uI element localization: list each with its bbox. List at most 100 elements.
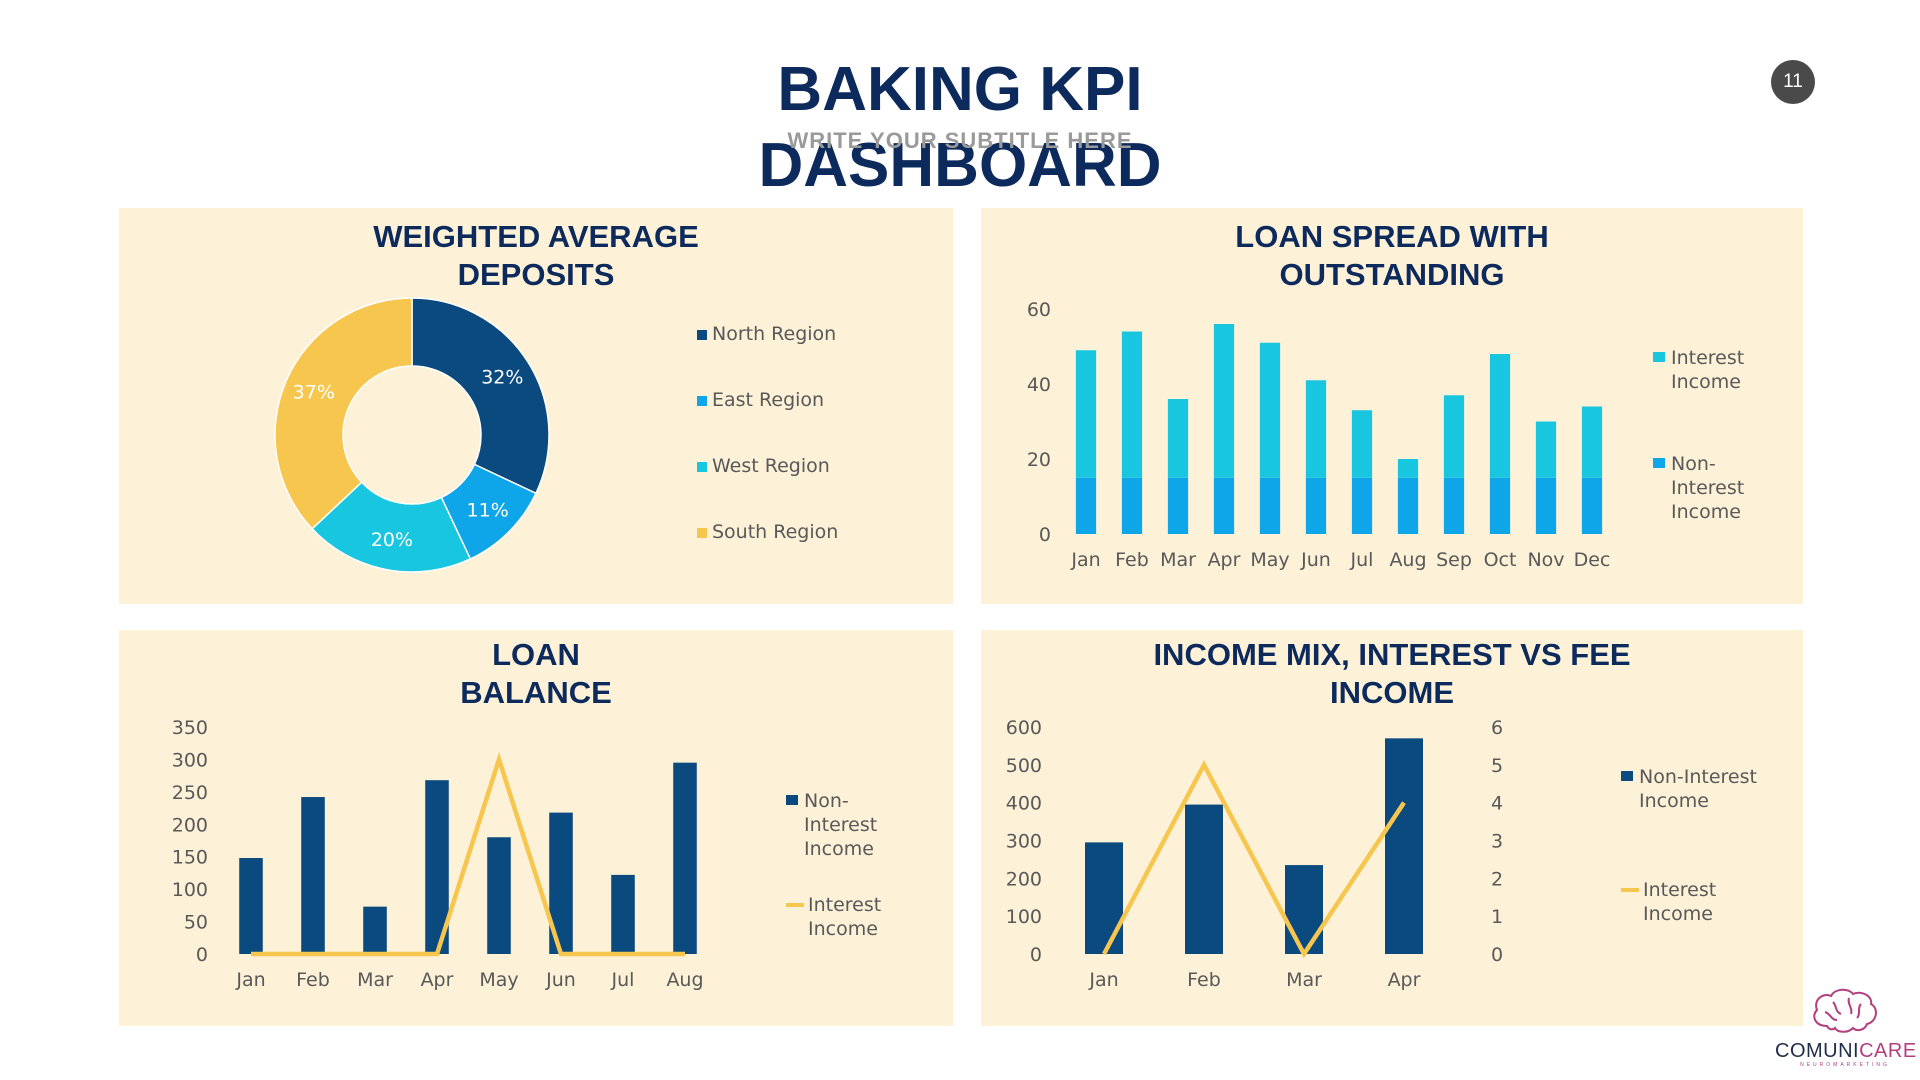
panel-loan-balance: LOAN BALANCE 0 50 100 150 200 250 300 350 Jan Feb… bbox=[119, 630, 953, 1026]
y-tick-label: 300 bbox=[1006, 831, 1042, 853]
bar bbox=[425, 780, 449, 954]
x-tick-label: Mar bbox=[1160, 549, 1196, 571]
legend-label: West Region bbox=[712, 455, 830, 477]
y2-tick-label: 3 bbox=[1491, 831, 1503, 853]
legend-swatch bbox=[1653, 458, 1665, 468]
legend-label: Non-Interest bbox=[1639, 766, 1757, 788]
donut-slice bbox=[311, 481, 472, 573]
bar bbox=[1351, 410, 1373, 478]
legend-label: Interest bbox=[1671, 477, 1744, 499]
x-tick-label: Apr bbox=[1208, 549, 1241, 571]
x-tick-label: Jul bbox=[611, 969, 635, 991]
chart-title-income-mix: INCOME MIX, INTEREST VS FEE INCOME bbox=[1153, 637, 1631, 710]
y-tick-label: 40 bbox=[1027, 374, 1051, 396]
chart-title-loan-balance: LOAN BALANCE bbox=[460, 637, 612, 710]
brain-icon bbox=[1813, 988, 1877, 1033]
legend-label: Income bbox=[1671, 371, 1741, 393]
donut-slice bbox=[411, 297, 550, 495]
donut-chart-deposits: 32% 11% 20% 37% North Region East Region West … bbox=[274, 297, 838, 573]
y-tick-label: 150 bbox=[172, 847, 208, 869]
legend-swatch bbox=[786, 795, 798, 805]
x-tick-label: Aug bbox=[666, 969, 703, 991]
legend-label: Interest bbox=[1671, 347, 1744, 369]
x-tick-label: Apr bbox=[1388, 969, 1421, 991]
y-tick-label: 20 bbox=[1027, 449, 1051, 471]
bar bbox=[611, 874, 635, 954]
page-number-badge: 11 bbox=[1771, 60, 1815, 104]
logo-tagline: NEUROMARKETING bbox=[1800, 1062, 1890, 1068]
logo-wordmark: COMUNICARE bbox=[1775, 1040, 1917, 1062]
bar bbox=[1167, 399, 1189, 478]
y-tick-label: 250 bbox=[172, 782, 208, 804]
bar bbox=[1305, 380, 1327, 478]
legend-label: Income bbox=[1643, 903, 1713, 925]
legend-swatch bbox=[1653, 352, 1665, 362]
y-tick-label: 100 bbox=[172, 879, 208, 901]
bar bbox=[1259, 342, 1281, 478]
legend-label: Income bbox=[1639, 790, 1709, 812]
legend-swatch bbox=[697, 396, 707, 406]
bar bbox=[1259, 477, 1281, 534]
x-tick-label: Aug bbox=[1389, 549, 1426, 571]
bar bbox=[1581, 406, 1603, 478]
bar bbox=[673, 762, 697, 954]
bar bbox=[239, 858, 263, 954]
bar bbox=[1121, 477, 1143, 534]
bar bbox=[487, 837, 511, 954]
page-title-line1: BAKING KPI bbox=[777, 55, 1143, 124]
chart-title-deposits: WEIGHTED AVERAGE DEPOSITS bbox=[373, 219, 699, 292]
panel-income-mix: INCOME MIX, INTEREST VS FEE INCOME 0 100 2… bbox=[981, 630, 1803, 1026]
legend-swatch bbox=[697, 462, 707, 472]
donut-slice-label: 32% bbox=[481, 367, 523, 389]
bar bbox=[549, 812, 573, 954]
y2-tick-label: 1 bbox=[1491, 906, 1503, 928]
y-tick-label: 600 bbox=[1006, 717, 1042, 739]
x-tick-label: Jan bbox=[1070, 549, 1100, 571]
y-tick-label: 350 bbox=[172, 717, 208, 739]
chart-title-loan-spread: LOAN SPREAD WITH OUTSTANDING bbox=[1235, 219, 1549, 292]
bar bbox=[1305, 477, 1327, 534]
combo-chart-income-mix: 0 100 200 300 400 500 600 0 1 2 3 4 5 6 Jan Feb Mar Apr No… bbox=[1006, 717, 1757, 991]
x-tick-label: Sep bbox=[1436, 549, 1472, 571]
legend-swatch bbox=[1621, 771, 1633, 781]
y-tick-label: 500 bbox=[1006, 755, 1042, 777]
legend-label: East Region bbox=[712, 389, 824, 411]
bar bbox=[1489, 477, 1511, 534]
y-tick-label: 0 bbox=[196, 944, 208, 966]
bar bbox=[1075, 477, 1097, 534]
x-tick-label: Nov bbox=[1527, 549, 1564, 571]
x-tick-label: Apr bbox=[421, 969, 454, 991]
y-tick-label: 400 bbox=[1006, 793, 1042, 815]
x-tick-label: Dec bbox=[1574, 549, 1611, 571]
bar bbox=[1167, 477, 1189, 534]
y2-tick-label: 4 bbox=[1491, 793, 1503, 815]
bar bbox=[1443, 395, 1465, 478]
y-tick-label: 300 bbox=[172, 749, 208, 771]
panel-loan-spread: LOAN SPREAD WITH OUTSTANDING 0 20 40 60 Jan F… bbox=[981, 208, 1803, 604]
donut-slice-label: 11% bbox=[467, 500, 509, 522]
bar bbox=[1351, 477, 1373, 534]
legend-label: North Region bbox=[712, 323, 836, 345]
bar bbox=[1213, 324, 1235, 478]
x-tick-label: Jan bbox=[1088, 969, 1118, 991]
y-tick-label: 200 bbox=[1006, 868, 1042, 890]
bar bbox=[1443, 477, 1465, 534]
donut-slice-label: 37% bbox=[293, 382, 335, 404]
x-tick-label: Mar bbox=[1286, 969, 1322, 991]
legend-swatch bbox=[697, 528, 707, 538]
donut-slice bbox=[274, 297, 413, 530]
y2-tick-label: 6 bbox=[1491, 717, 1503, 739]
comunicare-logo: COMUNICARE NEUROMARKETING bbox=[1775, 982, 1917, 1072]
bar bbox=[301, 797, 325, 954]
page-title: BAKING KPI DASHBOARD bbox=[640, 52, 1280, 204]
bar bbox=[363, 906, 387, 954]
legend-label: Interest bbox=[808, 894, 881, 916]
bar bbox=[1397, 477, 1419, 534]
page-subtitle: WRITE YOUR SUBTITLE HERE bbox=[787, 128, 1133, 153]
legend-swatch bbox=[697, 330, 707, 340]
bar-chart-loan-spread: 0 20 40 60 Jan Feb Mar Apr May Jun Jul Aug Sep Oct Nov… bbox=[1027, 299, 1744, 571]
x-tick-label: Jun bbox=[545, 969, 576, 991]
bar bbox=[1121, 331, 1143, 478]
x-tick-label: May bbox=[1250, 549, 1289, 571]
y2-tick-label: 0 bbox=[1491, 944, 1503, 966]
